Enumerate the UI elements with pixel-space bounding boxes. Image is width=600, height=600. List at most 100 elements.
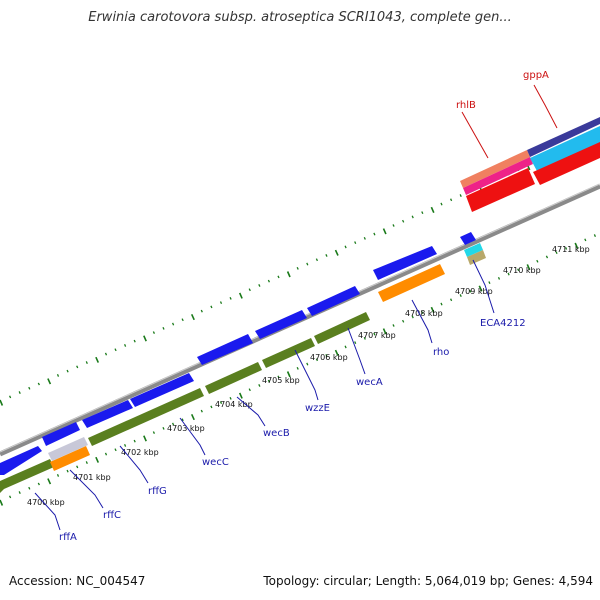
- cds-reverse: [262, 338, 315, 368]
- minor-tick: [402, 219, 405, 223]
- minor-tick: [28, 486, 31, 490]
- cds-reverse: [0, 459, 54, 493]
- cds-forward: [460, 232, 476, 245]
- minor-tick: [392, 324, 395, 327]
- minor-tick: [219, 401, 223, 405]
- major-tick: [143, 335, 147, 342]
- minor-tick: [344, 345, 347, 349]
- minor-tick: [440, 302, 443, 306]
- minor-tick: [267, 279, 270, 283]
- feature-navy: [527, 117, 600, 157]
- upper-feature-cluster: [460, 117, 600, 212]
- feature-salmon: [460, 150, 530, 188]
- tick-label: 4711 kbp: [552, 245, 590, 254]
- major-tick: [334, 349, 339, 356]
- minor-tick: [392, 224, 395, 227]
- minor-tick: [9, 395, 12, 399]
- minor-tick: [248, 288, 251, 292]
- cds-forward: [82, 400, 133, 428]
- minor-tick: [37, 382, 40, 386]
- map-title: Erwinia carotovora subsp. atroseptica SC…: [88, 10, 512, 25]
- leader-line: [461, 111, 489, 159]
- minor-tick: [104, 352, 108, 356]
- minor-tick: [114, 448, 117, 452]
- feature-red: [466, 168, 535, 212]
- minor-tick: [162, 326, 165, 330]
- gene-label-wecB: wecB: [263, 428, 290, 439]
- major-tick: [382, 328, 387, 335]
- minor-tick: [296, 366, 299, 370]
- tick-labels: 4700 kbp 4701 kbp 4702 kbp 4703 kbp 4704…: [27, 245, 590, 507]
- gene-label-wecC: wecC: [202, 457, 229, 468]
- major-tick: [47, 378, 52, 385]
- genome-summary-text: Topology: circular; Length: 5,064,019 bp…: [263, 574, 593, 588]
- feature-magenta: [463, 157, 533, 195]
- tick-label: 4710 kbp: [503, 266, 541, 275]
- minor-tick: [296, 266, 299, 270]
- minor-tick: [593, 234, 596, 237]
- minor-tick: [229, 396, 232, 400]
- minor-tick: [507, 272, 510, 276]
- leader-line: [34, 492, 61, 531]
- minor-tick: [152, 431, 155, 434]
- minor-tick: [363, 236, 366, 240]
- leader-line: [69, 469, 104, 509]
- minor-tick: [18, 391, 21, 394]
- cds-forward: [0, 446, 42, 475]
- minor-tick: [210, 405, 213, 409]
- forward-cds-track: [0, 232, 476, 475]
- minor-tick: [555, 251, 558, 255]
- inner-tick-row: [0, 234, 596, 506]
- minor-tick: [315, 358, 318, 362]
- minor-tick: [363, 336, 366, 340]
- major-tick: [334, 249, 339, 256]
- minor-tick: [536, 259, 539, 263]
- minor-tick: [277, 275, 280, 279]
- minor-tick: [9, 495, 12, 499]
- minor-tick: [200, 409, 203, 413]
- minor-tick: [459, 294, 462, 297]
- minor-tick: [162, 426, 165, 430]
- major-tick: [286, 271, 291, 278]
- major-tick: [95, 456, 100, 463]
- minor-tick: [66, 469, 69, 473]
- minor-tick: [219, 301, 223, 305]
- feature-cyan: [464, 243, 483, 257]
- minor-tick: [411, 315, 414, 319]
- major-tick: [95, 356, 100, 363]
- leader-line: [294, 349, 319, 401]
- minor-tick: [210, 305, 213, 309]
- minor-tick: [114, 348, 117, 352]
- cds-forward: [130, 373, 194, 407]
- minor-tick: [248, 388, 251, 392]
- major-tick: [286, 371, 291, 378]
- minor-tick: [85, 461, 88, 464]
- minor-tick: [200, 309, 203, 313]
- tick-label: 4700 kbp: [27, 498, 65, 507]
- major-tick: [430, 306, 435, 314]
- minor-tick: [402, 319, 405, 323]
- minor-tick: [306, 362, 309, 366]
- minor-tick: [104, 452, 108, 456]
- major-tick: [0, 499, 4, 506]
- feature-grey: [48, 437, 88, 461]
- minor-tick: [28, 386, 31, 390]
- tick-label: 4704 kbp: [215, 400, 253, 409]
- minor-tick: [421, 311, 424, 315]
- leader-line: [347, 327, 366, 375]
- tick-label: 4707 kbp: [358, 331, 396, 340]
- minor-tick: [325, 354, 328, 357]
- gene-label-rffC: rffC: [103, 510, 121, 521]
- minor-tick: [344, 245, 347, 249]
- leader-line: [236, 396, 266, 427]
- reverse-cds-track: [0, 312, 370, 493]
- minor-tick: [85, 361, 88, 364]
- cds-reverse: [88, 388, 204, 446]
- feature-red: [533, 142, 600, 185]
- minor-tick: [315, 258, 318, 262]
- minor-tick: [124, 344, 127, 347]
- minor-tick: [421, 211, 424, 215]
- minor-tick: [258, 384, 261, 387]
- leader-line: [533, 84, 558, 129]
- minor-tick: [469, 289, 472, 293]
